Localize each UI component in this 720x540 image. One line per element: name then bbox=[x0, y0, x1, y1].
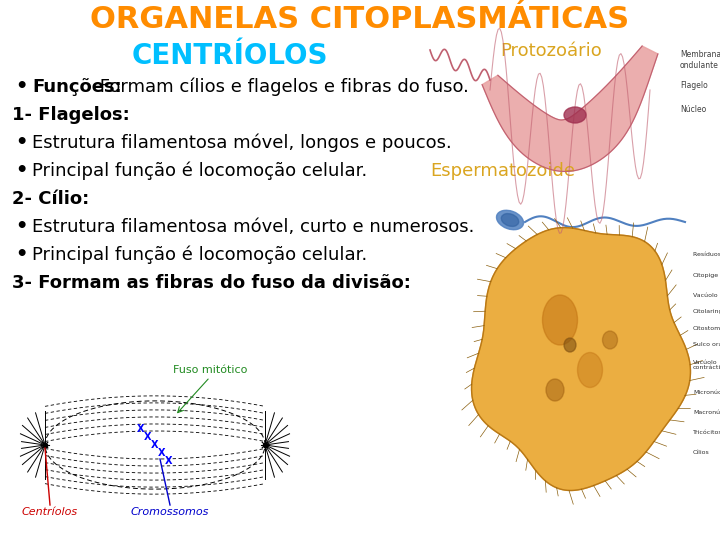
Text: Principal função é locomoção celular.: Principal função é locomoção celular. bbox=[32, 246, 367, 265]
Ellipse shape bbox=[564, 107, 586, 123]
Ellipse shape bbox=[546, 379, 564, 401]
Text: X: X bbox=[158, 448, 166, 458]
Text: •: • bbox=[15, 77, 27, 96]
Ellipse shape bbox=[577, 353, 603, 388]
Ellipse shape bbox=[564, 338, 576, 352]
Text: Fuso mitótico: Fuso mitótico bbox=[173, 365, 247, 375]
Text: Principal função é locomoção celular.: Principal função é locomoção celular. bbox=[32, 162, 367, 180]
Text: Protozoário: Protozoário bbox=[500, 42, 602, 60]
Text: Centríolos: Centríolos bbox=[22, 507, 78, 517]
Text: Citolaringe: Citolaringe bbox=[693, 309, 720, 314]
Text: Citopige: Citopige bbox=[693, 273, 719, 278]
Text: •: • bbox=[15, 161, 27, 180]
Text: Estrutura filamentosa móvel, longos e poucos.: Estrutura filamentosa móvel, longos e po… bbox=[32, 134, 451, 152]
Text: ORGANELAS CITOPLASMÁTICAS: ORGANELAS CITOPLASMÁTICAS bbox=[91, 5, 629, 34]
Text: Formam cílios e flagelos e fibras do fuso.: Formam cílios e flagelos e fibras do fus… bbox=[94, 78, 469, 97]
Ellipse shape bbox=[501, 214, 518, 226]
Text: CENTRÍOLOS: CENTRÍOLOS bbox=[132, 42, 328, 70]
Text: X: X bbox=[138, 424, 145, 434]
Text: Cromossomos: Cromossomos bbox=[131, 507, 210, 517]
Ellipse shape bbox=[542, 295, 577, 345]
Text: Funções:: Funções: bbox=[32, 78, 122, 96]
Text: Vacúolo digestivo: Vacúolo digestivo bbox=[693, 292, 720, 298]
Text: Citostoma: Citostoma bbox=[693, 326, 720, 330]
Text: •: • bbox=[15, 133, 27, 152]
Polygon shape bbox=[482, 46, 658, 172]
Text: 2- Cílio:: 2- Cílio: bbox=[12, 190, 89, 208]
Text: •: • bbox=[15, 217, 27, 236]
Text: Tricócitos: Tricócitos bbox=[693, 429, 720, 435]
Text: Espermatozoide: Espermatozoide bbox=[430, 162, 575, 180]
Text: X: X bbox=[144, 432, 152, 442]
Ellipse shape bbox=[603, 331, 618, 349]
Polygon shape bbox=[472, 227, 690, 490]
Text: Macronúcleo: Macronúcleo bbox=[693, 409, 720, 415]
Text: •: • bbox=[15, 245, 27, 264]
Text: Vacúolo
contráctil: Vacúolo contráctil bbox=[693, 360, 720, 370]
Text: Flagelo: Flagelo bbox=[680, 80, 708, 90]
Text: X: X bbox=[151, 440, 158, 450]
Text: Micronúcleo: Micronúcleo bbox=[693, 389, 720, 395]
Text: Núcleo: Núcleo bbox=[680, 105, 706, 114]
Text: X: X bbox=[166, 456, 173, 466]
Text: Estrutura filamentosa móvel, curto e numerosos.: Estrutura filamentosa móvel, curto e num… bbox=[32, 218, 474, 236]
Text: Membrana
ondulante: Membrana ondulante bbox=[680, 50, 720, 70]
Text: Resíduos alimentares: Resíduos alimentares bbox=[693, 253, 720, 258]
Text: Cílios: Cílios bbox=[693, 449, 710, 455]
Text: 3- Formam as fibras do fuso da divisão:: 3- Formam as fibras do fuso da divisão: bbox=[12, 274, 411, 292]
Text: 1- Flagelos:: 1- Flagelos: bbox=[12, 106, 130, 124]
Ellipse shape bbox=[497, 210, 523, 230]
Text: Sulco oral: Sulco oral bbox=[693, 341, 720, 347]
